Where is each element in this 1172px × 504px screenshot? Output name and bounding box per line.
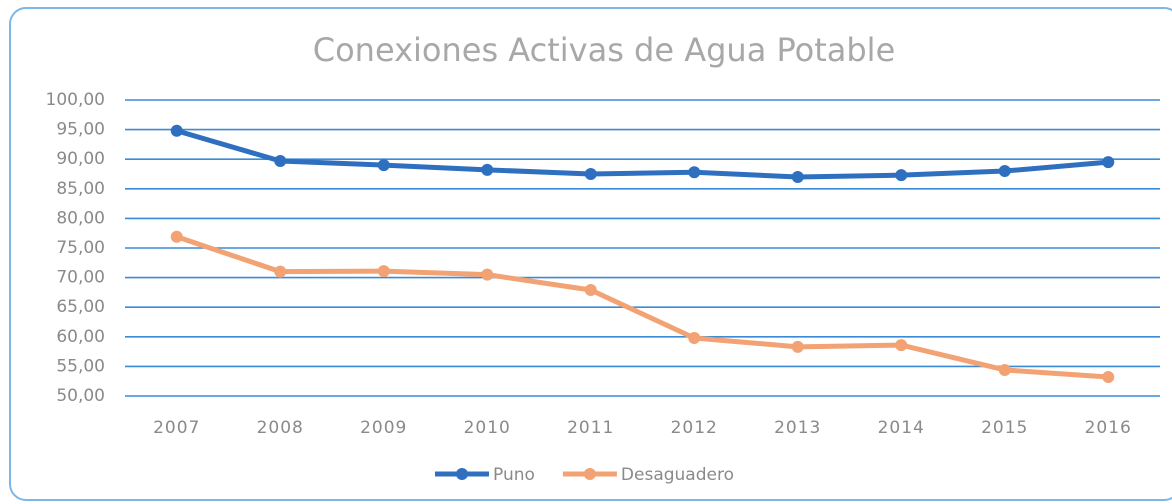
data-point: [170, 230, 183, 243]
series-line: [175, 234, 1109, 380]
y-tick-label: 55,00: [56, 356, 105, 376]
data-point: [170, 124, 183, 137]
data-point: [998, 363, 1011, 376]
legend-label: Puno: [493, 465, 535, 485]
chart-frame: [9, 7, 1172, 501]
data-point: [688, 331, 701, 344]
data-point: [481, 163, 494, 176]
x-tick-label: 2008: [257, 418, 304, 438]
data-point: [274, 265, 287, 278]
data-point: [584, 284, 597, 297]
y-tick-label: 90,00: [56, 149, 105, 169]
y-tick-label: 50,00: [56, 386, 105, 406]
y-tick-label: 75,00: [56, 238, 105, 258]
legend-marker: [456, 468, 468, 480]
data-point: [1102, 156, 1115, 169]
y-tick-label: 70,00: [56, 268, 105, 288]
y-tick-label: 60,00: [56, 327, 105, 347]
data-point: [1102, 371, 1115, 384]
x-tick-label: 2015: [981, 418, 1028, 438]
y-tick-label: 65,00: [56, 297, 105, 317]
x-tick-label: 2014: [878, 418, 925, 438]
data-point: [895, 169, 908, 182]
legend-label: Desaguadero: [621, 465, 734, 485]
series-line: [176, 128, 1109, 180]
y-tick-label: 100,00: [46, 90, 105, 110]
x-tick-label: 2011: [567, 418, 614, 438]
y-tick-label: 85,00: [56, 179, 105, 199]
x-tick-label: 2007: [153, 418, 200, 438]
data-point: [481, 268, 494, 281]
y-tick-label: 80,00: [56, 208, 105, 228]
data-point: [895, 339, 908, 352]
data-point: [377, 159, 390, 172]
data-point: [377, 265, 390, 278]
data-point: [791, 170, 804, 183]
data-point: [584, 168, 597, 180]
x-tick-label: 2010: [464, 418, 511, 438]
x-tick-label: 2016: [1085, 418, 1132, 438]
x-tick-label: 2009: [360, 418, 407, 438]
data-point: [274, 154, 287, 167]
x-tick-label: 2013: [774, 418, 821, 438]
y-tick-label: 95,00: [56, 120, 105, 140]
chart-title: Conexiones Activas de Agua Potable: [313, 31, 896, 69]
data-point: [791, 340, 804, 353]
data-point: [688, 166, 701, 179]
x-tick-label: 2012: [671, 418, 718, 438]
data-point: [998, 165, 1011, 178]
legend-marker: [583, 468, 596, 480]
